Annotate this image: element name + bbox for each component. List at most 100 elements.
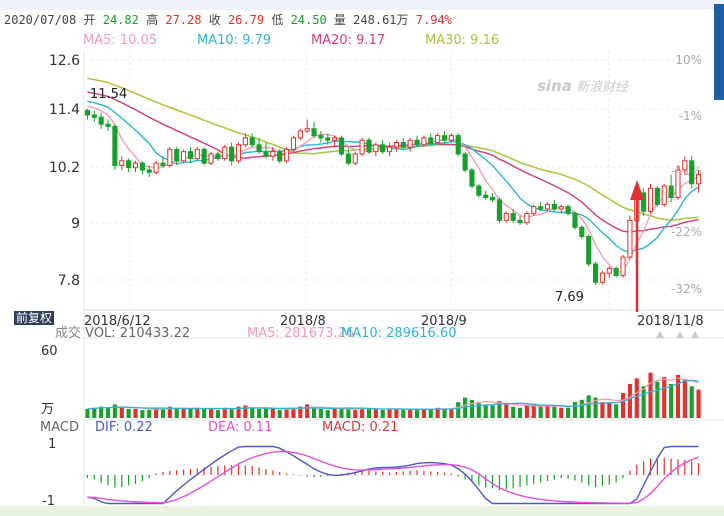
candle-body bbox=[593, 263, 599, 283]
volume-bar bbox=[380, 410, 385, 418]
candle-body bbox=[435, 135, 441, 143]
volume-value: 248.61万 bbox=[353, 13, 409, 27]
change-value: 7.94% bbox=[415, 13, 452, 27]
candle-body bbox=[689, 160, 695, 185]
volume-bar bbox=[600, 402, 605, 418]
legend-ma30: MA30: 9.16 bbox=[425, 33, 500, 48]
candle-body bbox=[641, 192, 647, 212]
candle-body bbox=[606, 268, 612, 274]
volume-ma10-line bbox=[87, 379, 699, 410]
scroll-up-icon bbox=[656, 331, 664, 338]
candle-body bbox=[256, 144, 262, 153]
candle-body bbox=[187, 151, 193, 160]
header-date: 2020/07/08 bbox=[4, 13, 77, 27]
volume-bar bbox=[250, 407, 255, 418]
volume-bar bbox=[648, 372, 653, 418]
adjust-button[interactable]: 前复权 bbox=[14, 311, 55, 325]
volume-bar bbox=[195, 407, 200, 418]
high-annotation: 11.54 bbox=[90, 87, 127, 102]
candle-body bbox=[599, 272, 605, 283]
candle-body bbox=[421, 137, 427, 146]
volume-bar bbox=[236, 406, 241, 418]
price-right-tick: -22% bbox=[671, 225, 702, 239]
volume-bar bbox=[401, 410, 406, 418]
volume-bar bbox=[435, 407, 440, 418]
volume-bar bbox=[511, 406, 516, 418]
volume-bar bbox=[469, 399, 475, 418]
ma20-line bbox=[87, 91, 699, 233]
candle-body bbox=[132, 162, 139, 169]
candle-body bbox=[146, 169, 152, 173]
volume-bar bbox=[353, 410, 358, 418]
price-y-tick: 11.4 bbox=[49, 102, 80, 118]
volume-bar bbox=[133, 408, 138, 418]
candle-body bbox=[510, 213, 516, 221]
vol-ma10: MA10: 289616.60 bbox=[341, 326, 457, 341]
candle-body bbox=[380, 144, 386, 153]
candle-body bbox=[387, 146, 393, 153]
candle-body bbox=[249, 137, 255, 146]
side-tab[interactable] bbox=[714, 4, 724, 100]
volume-bar bbox=[538, 406, 543, 418]
low-value: 24.50 bbox=[290, 13, 327, 27]
volume-bar bbox=[579, 399, 584, 418]
volume-bar bbox=[263, 408, 269, 418]
bottom-strip bbox=[0, 506, 724, 516]
volume-bar bbox=[174, 408, 179, 418]
volume-bar bbox=[614, 404, 619, 418]
candle-body bbox=[263, 151, 269, 157]
volume-bar bbox=[517, 407, 523, 418]
candle-body bbox=[620, 256, 626, 276]
candle-body bbox=[476, 185, 482, 196]
candle-body bbox=[229, 146, 235, 162]
legend-ma20: MA20: 9.17 bbox=[311, 33, 386, 48]
candle-body bbox=[325, 137, 331, 141]
scroll-up-icon bbox=[691, 331, 699, 338]
candle-body bbox=[194, 148, 200, 160]
candle-body bbox=[277, 151, 283, 162]
candle-body bbox=[661, 185, 667, 205]
candle-body bbox=[682, 160, 688, 171]
volume-bar bbox=[669, 384, 674, 418]
high-value: 27.28 bbox=[165, 13, 202, 27]
price-x-tick: 2018/9 bbox=[421, 314, 467, 329]
price-x-tick: 2018/6/12 bbox=[84, 314, 151, 329]
volume-bar bbox=[689, 386, 694, 418]
close-label: 收 bbox=[208, 13, 221, 27]
volume-bar bbox=[456, 402, 461, 418]
candle-body bbox=[332, 137, 338, 141]
volume-bar bbox=[483, 404, 488, 418]
volume-bar bbox=[524, 405, 529, 418]
candle-body bbox=[531, 206, 537, 215]
volume-bar bbox=[284, 408, 289, 418]
volume-bar bbox=[181, 407, 186, 418]
candle-body bbox=[318, 135, 324, 139]
volume-bar bbox=[229, 408, 234, 418]
volume-bar bbox=[593, 397, 598, 418]
volume-bar bbox=[476, 403, 481, 418]
macd-dea: DEA: 0.11 bbox=[208, 420, 273, 435]
vol-ma5: MA5: 281673.26 bbox=[247, 326, 355, 341]
candle-body bbox=[441, 135, 448, 141]
candle-body bbox=[579, 226, 585, 237]
candle-body bbox=[98, 116, 104, 125]
volume-bar bbox=[332, 408, 337, 418]
macd-label: MACD bbox=[40, 420, 79, 435]
volume-panel-header: 成交 VOL: 210433.22 bbox=[55, 326, 190, 341]
volume-bar bbox=[147, 410, 152, 418]
candle-body bbox=[235, 144, 242, 162]
candle-body bbox=[297, 130, 303, 139]
volume-bar bbox=[325, 410, 330, 418]
volume-bar bbox=[99, 406, 104, 418]
low-label: 低 bbox=[271, 13, 284, 27]
candle-body bbox=[359, 139, 365, 155]
volume-bar bbox=[586, 395, 591, 418]
volume-bar bbox=[311, 407, 317, 418]
volume-bar bbox=[641, 386, 646, 418]
candle-body bbox=[91, 114, 97, 118]
candle-body bbox=[290, 137, 296, 150]
dea-line bbox=[87, 450, 699, 505]
candle-body bbox=[311, 128, 317, 137]
candle-body bbox=[544, 203, 551, 210]
